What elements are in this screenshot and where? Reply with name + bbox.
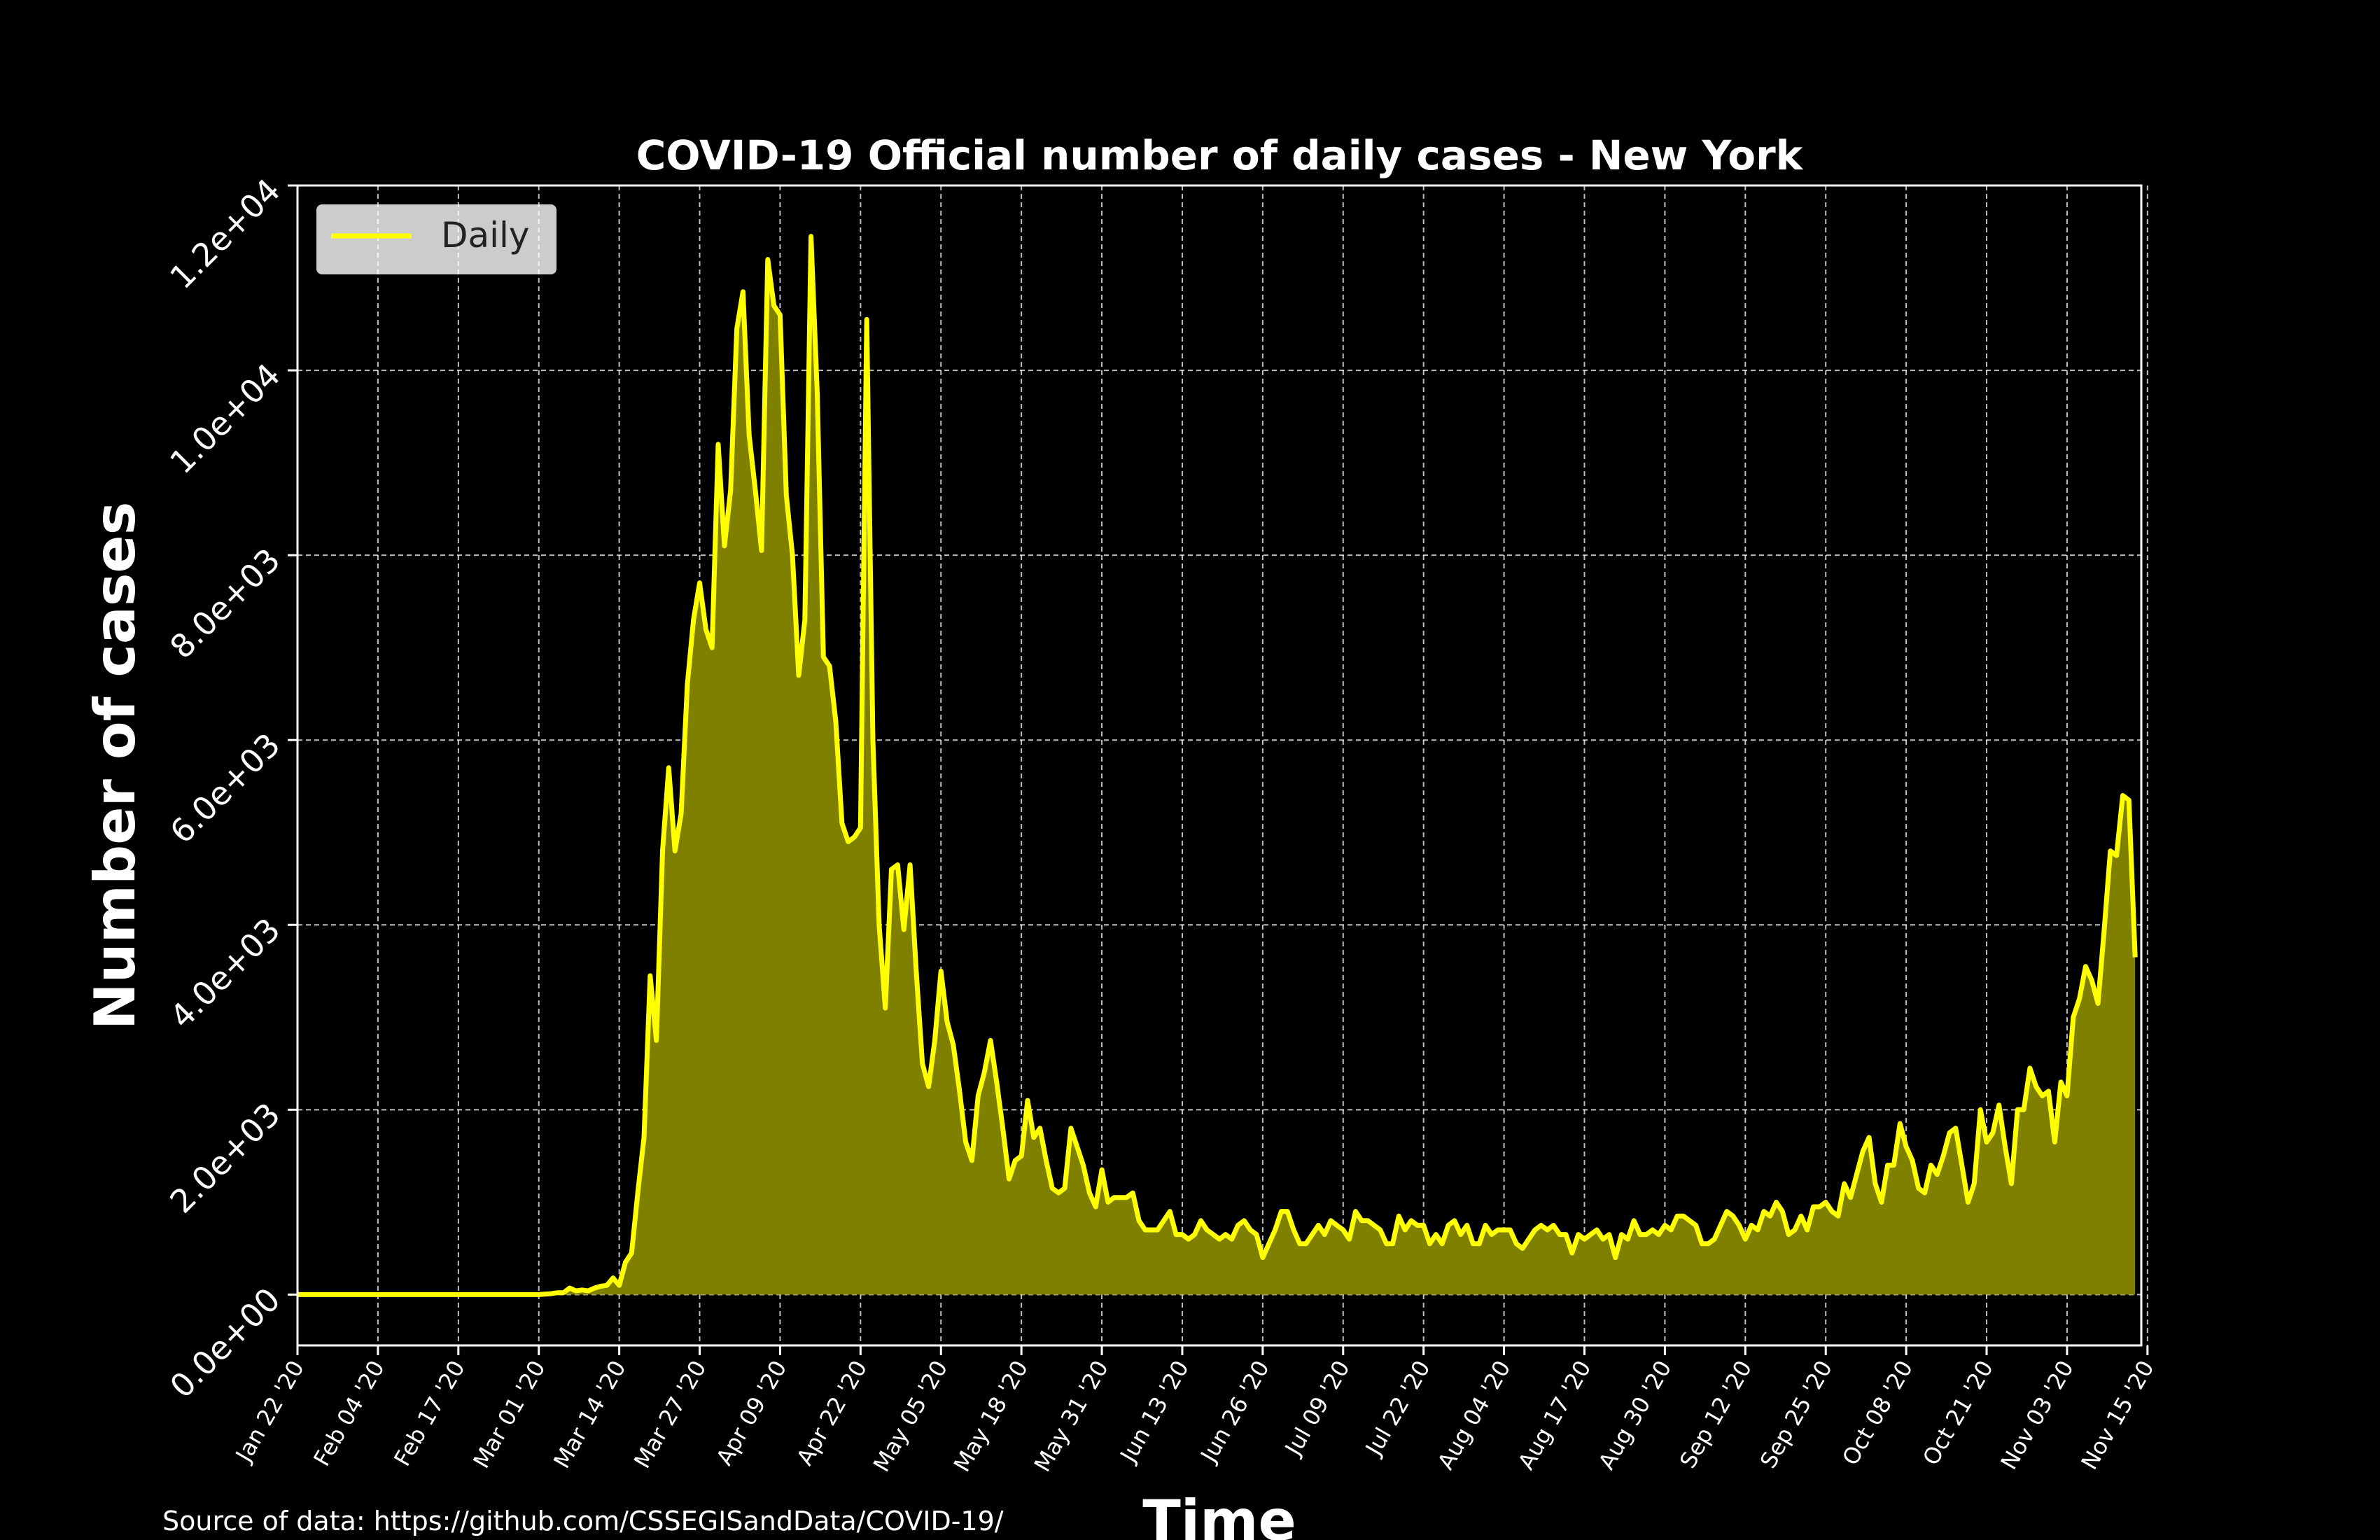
source-note: Source of data: https://github.com/CSSEG… (162, 1506, 1004, 1536)
y-axis-label: Number of cases (83, 502, 148, 1030)
x-axis-label: Time (1142, 1488, 1296, 1540)
chart-title: COVID-19 Official number of daily cases … (636, 132, 1804, 179)
legend[interactable]: Daily (316, 204, 556, 274)
legend-label-daily: Daily (441, 215, 530, 255)
